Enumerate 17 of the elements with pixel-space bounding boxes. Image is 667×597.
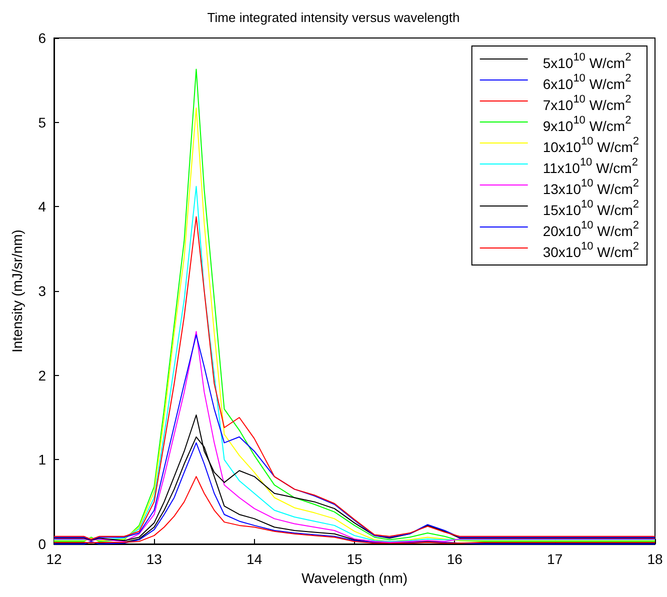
y-tick-label: 4 [38,198,46,215]
y-axis-title: Intensity (mJ/sr/nm) [9,230,25,352]
y-tick-label: 0 [38,536,46,552]
y-tick-label: 1 [38,452,46,468]
y-tick-label: 3 [38,283,46,299]
x-tick-label: 17 [547,551,563,567]
x-tick-label: 12 [46,551,62,567]
x-tick-label: 18 [647,551,663,567]
x-tick-label: 13 [146,551,162,567]
x-axis-title: Wavelength (nm) [301,570,408,586]
x-tick-label: 15 [346,551,362,567]
y-tick-label: 2 [38,367,46,384]
y-tick-label: 6 [38,30,46,46]
x-tick-label: 16 [446,551,463,567]
x-tick-label: 14 [246,551,262,567]
y-tick-label: 5 [38,114,46,130]
chart-title: Time integrated intensity versus wavelength [207,10,460,25]
